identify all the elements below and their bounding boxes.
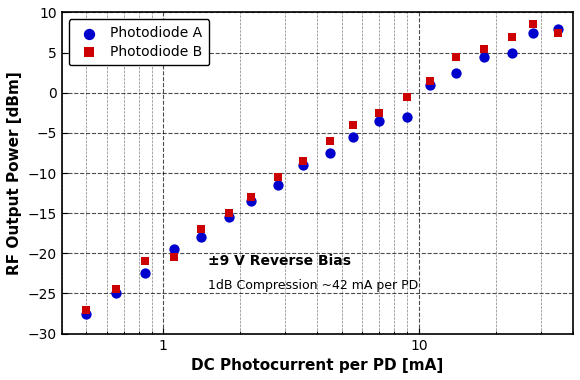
X-axis label: DC Photocurrent per PD [mA]: DC Photocurrent per PD [mA]	[191, 358, 444, 373]
Photodiode A	[169, 246, 179, 252]
Photodiode B	[196, 226, 205, 232]
Photodiode A	[82, 310, 91, 317]
Photodiode A	[553, 25, 563, 32]
Photodiode B	[246, 194, 256, 200]
Photodiode A	[480, 54, 489, 60]
Photodiode B	[553, 30, 563, 36]
Photodiode A	[326, 150, 335, 156]
Photodiode B	[480, 46, 489, 52]
Photodiode A	[452, 70, 461, 76]
Photodiode A	[273, 182, 282, 188]
Photodiode B	[273, 174, 282, 180]
Photodiode A	[246, 198, 256, 204]
Photodiode A	[425, 82, 434, 88]
Photodiode B	[224, 210, 233, 216]
Photodiode B	[507, 33, 516, 40]
Photodiode A	[298, 162, 307, 168]
Photodiode A	[224, 214, 233, 220]
Photodiode B	[348, 122, 357, 128]
Photodiode B	[326, 138, 335, 144]
Photodiode B	[82, 307, 91, 313]
Photodiode B	[529, 21, 538, 27]
Photodiode B	[169, 254, 179, 260]
Photodiode B	[452, 54, 461, 60]
Photodiode A	[348, 134, 357, 140]
Photodiode A	[507, 49, 516, 55]
Photodiode A	[141, 271, 150, 277]
Photodiode B	[425, 78, 434, 84]
Text: 1dB Compression ~42 mA per PD: 1dB Compression ~42 mA per PD	[208, 279, 419, 292]
Legend: Photodiode A, Photodiode B: Photodiode A, Photodiode B	[68, 19, 209, 65]
Photodiode A	[529, 30, 538, 36]
Photodiode B	[141, 258, 150, 264]
Photodiode B	[403, 94, 412, 100]
Photodiode A	[111, 290, 120, 296]
Photodiode A	[375, 118, 384, 124]
Photodiode A	[196, 234, 205, 240]
Text: ±9 V Reverse Bias: ±9 V Reverse Bias	[208, 254, 351, 268]
Photodiode B	[111, 287, 120, 293]
Photodiode B	[375, 110, 384, 116]
Photodiode B	[298, 158, 307, 164]
Photodiode A	[403, 114, 412, 120]
Y-axis label: RF Output Power [dBm]: RF Output Power [dBm]	[7, 71, 22, 275]
